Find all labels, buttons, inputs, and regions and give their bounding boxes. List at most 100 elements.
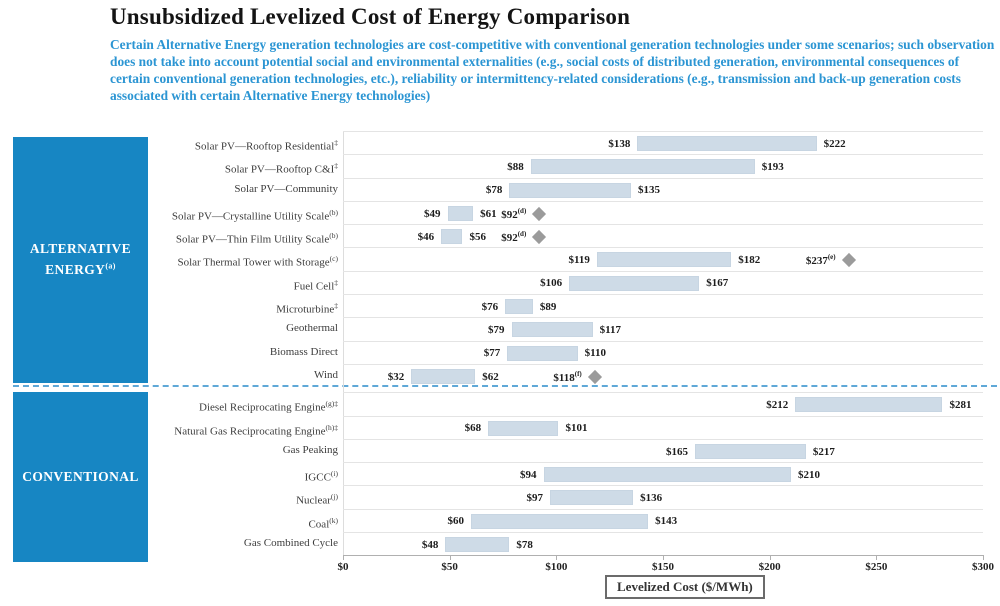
min-value-label: $77 (483, 347, 501, 360)
range-bar (509, 182, 631, 198)
x-axis-label: Levelized Cost ($/MWh) (617, 579, 753, 594)
max-value-label: $56 (469, 230, 486, 243)
x-axis-tick-label: $150 (652, 561, 674, 573)
chart-row: Gas Peaking $165 $217 (150, 438, 983, 463)
diamond-value-label: $92(d) (501, 230, 527, 244)
category-label: Gas Peaking (282, 443, 338, 456)
category-label: Solar PV—Thin Film Utility Scale(b) (175, 231, 338, 246)
row-plot-area: $94 $210 (343, 462, 983, 486)
range-bar (795, 397, 943, 413)
min-value-label: $60 (447, 515, 465, 528)
max-value-label: $117 (599, 324, 621, 337)
range-bar (569, 275, 700, 291)
category-label: Coal(k) (308, 515, 338, 531)
group-label-conventional: CONVENTIONAL (13, 392, 148, 562)
chart-row: Microturbine‡ $76 $89 (150, 294, 983, 317)
chart-row: Solar PV—Rooftop C&I‡ $88 $193 (150, 154, 983, 177)
min-value-label: $138 (608, 137, 631, 150)
max-value-label: $101 (565, 422, 588, 435)
range-bar (447, 205, 474, 221)
diamond-value-label: $92(d) (501, 206, 527, 221)
x-axis-tick (876, 556, 878, 560)
range-bar (695, 443, 806, 459)
chart-row: Solar PV—Community $78 $135 (150, 177, 983, 201)
category-label: Geothermal (286, 322, 338, 335)
group-label-text: ALTERNATIVE ENERGY(a) (29, 241, 132, 277)
max-value-label: $110 (584, 347, 607, 360)
x-axis-tick-label: $100 (545, 561, 568, 573)
row-plot-area: $79 $117 (343, 317, 983, 341)
max-value-label: $182 (738, 254, 761, 267)
chart-row: IGCC(i) $94 $210 (150, 462, 983, 485)
row-plot-area: $77 $110 (343, 340, 983, 365)
category-label: Solar PV—Rooftop C&I‡ (224, 161, 338, 176)
diamond-marker (587, 369, 602, 384)
min-value-label: $94 (520, 468, 537, 481)
chart-row: Geothermal $79 $117 (150, 317, 983, 340)
max-value-label: $210 (798, 468, 820, 481)
max-value-label: $222 (823, 137, 846, 150)
chart-row: Coal(k) $60 $143 (150, 508, 983, 533)
chart-row: Solar PV—Rooftop Residential‡ $138 $222 (150, 131, 983, 154)
chart-row: Nuclear(j) $97 $136 (150, 485, 983, 508)
row-plot-area: $60 $143 (343, 508, 983, 533)
diamond-value-label: $118(f) (553, 369, 582, 384)
chart-row: Natural Gas Reciprocating Engine(h)‡ $68 $… (150, 415, 983, 440)
range-bar (549, 490, 634, 506)
max-value-label: $78 (516, 538, 533, 551)
row-plot-area: $49 $61 $92(d) (343, 200, 983, 225)
chart-subtitle: Certain Alternative Energy generation te… (110, 37, 995, 103)
x-axis-tick-label: $0 (337, 561, 349, 573)
row-plot-area: $119 $182 $237(e) (343, 247, 983, 271)
x-axis-tick (769, 556, 771, 560)
max-value-label: $281 (949, 398, 972, 411)
row-plot-area: $48 $78 (343, 532, 983, 556)
range-bar (511, 322, 593, 338)
max-value-label: $167 (706, 277, 729, 290)
min-value-label: $79 (488, 324, 505, 337)
diamond-marker (532, 229, 547, 244)
range-bar (471, 513, 649, 529)
min-value-label: $76 (481, 300, 499, 313)
min-value-label: $212 (766, 398, 789, 411)
range-bar (488, 420, 559, 436)
row-plot-area: $138 $222 (343, 131, 983, 155)
max-value-label: $136 (640, 492, 663, 505)
row-plot-area: $165 $217 (343, 438, 983, 463)
category-label: IGCC(i) (304, 469, 338, 484)
diamond-marker (841, 253, 856, 268)
chart-row: Gas Combined Cycle $48 $78 (150, 532, 983, 555)
max-value-label: $217 (812, 445, 835, 458)
max-value-label: $61 (480, 207, 497, 220)
row-plot-area: $46 $56 $92(d) (343, 224, 983, 248)
category-label: Solar Thermal Tower with Storage(c) (177, 254, 338, 270)
min-value-label: $49 (424, 207, 441, 220)
chart-row: Biomass Direct $77 $110 (150, 340, 983, 365)
max-value-label: $89 (539, 300, 557, 313)
category-label: Biomass Direct (269, 345, 338, 358)
diamond-marker (532, 206, 547, 221)
group-label-alternative-energy: ALTERNATIVE ENERGY(a) (13, 137, 148, 383)
row-plot-area: $68 $101 (343, 415, 983, 440)
min-value-label: $97 (526, 492, 543, 505)
x-axis-tick (556, 556, 558, 560)
chart-row: Solar Thermal Tower with Storage(c) $119 $… (150, 247, 983, 270)
x-axis-tick-label: $200 (758, 561, 781, 573)
range-bar (637, 136, 817, 151)
x-axis-label-box: Levelized Cost ($/MWh) (605, 575, 765, 599)
range-bar (411, 368, 476, 384)
chart-row: Fuel Cell‡ $106 $167 (150, 270, 983, 295)
chart-title: Unsubsidized Levelized Cost of Energy Co… (110, 4, 631, 29)
x-axis-tick-label: $250 (865, 561, 888, 573)
min-value-label: $78 (485, 184, 503, 197)
row-plot-area: $106 $167 (343, 270, 983, 295)
row-plot-area: $97 $136 (343, 485, 983, 509)
x-axis-tick-label: $50 (441, 561, 458, 573)
min-value-label: $165 (666, 445, 688, 458)
max-value-label: $135 (638, 184, 660, 197)
min-value-label: $48 (421, 538, 439, 551)
x-axis-tick (983, 556, 984, 560)
row-plot-area: $212 $281 (343, 392, 983, 416)
x-axis-tick (449, 556, 451, 560)
